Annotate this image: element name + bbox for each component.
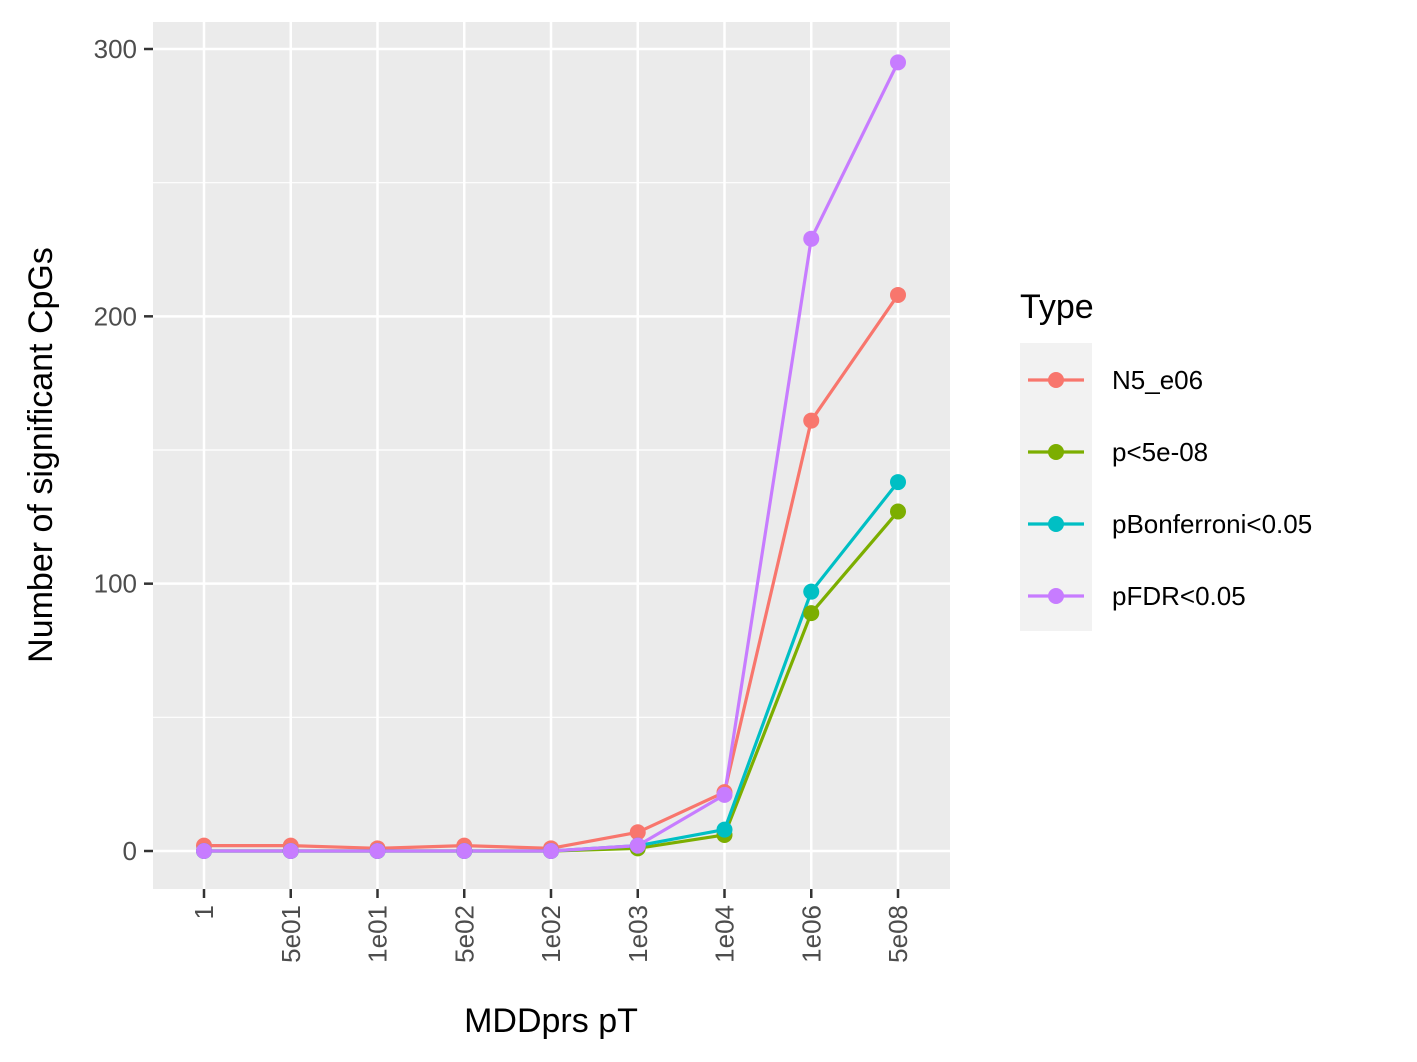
data-point	[543, 843, 559, 859]
x-tick-label: 1e04	[710, 905, 740, 963]
data-point	[716, 786, 733, 803]
x-axis-title: MDDprs pT	[464, 1002, 638, 1040]
data-point	[803, 583, 820, 600]
legend-key-point	[1048, 588, 1064, 604]
legend-label: N5_e06	[1112, 365, 1203, 395]
y-tick-label: 0	[123, 836, 137, 866]
data-point	[803, 412, 820, 429]
legend-key-background	[1020, 343, 1092, 631]
y-axis-title: Number of significant CpGs	[22, 247, 60, 663]
data-point	[890, 503, 906, 520]
legend-label: p<5e-08	[1112, 437, 1208, 467]
x-tick-label: 5e02	[449, 905, 479, 963]
data-point	[716, 821, 733, 838]
data-point	[629, 837, 646, 854]
y-axis: 0 100 200 300	[94, 34, 153, 866]
data-point	[196, 843, 212, 859]
x-tick-label: 1e06	[796, 905, 826, 963]
x-tick-label: 5e01	[276, 905, 306, 963]
data-point	[629, 824, 646, 841]
legend-title: Type	[1020, 288, 1094, 326]
legend-key-point	[1048, 444, 1064, 460]
x-tick-label: 1e03	[623, 905, 653, 963]
y-tick-label: 200	[94, 301, 137, 331]
data-point	[456, 843, 473, 859]
legend-label: pFDR<0.05	[1112, 581, 1246, 611]
major-gridlines	[153, 22, 950, 889]
data-point	[803, 230, 820, 247]
x-tick-label: 5e08	[883, 905, 913, 963]
x-tick-label: 1e01	[363, 905, 393, 963]
x-tick-label: 1	[189, 905, 219, 919]
legend-label: pBonferroni<0.05	[1112, 509, 1312, 539]
legend-key-point	[1048, 516, 1064, 532]
x-tick-label: 1e02	[536, 905, 566, 963]
y-tick-label: 300	[94, 34, 137, 64]
data-point	[890, 474, 906, 491]
data-point	[890, 54, 906, 71]
data-point	[803, 605, 820, 622]
legend: Type N5_e06 p<5e-08 pBonferroni<0.05 pFDR<0…	[1020, 288, 1312, 631]
legend-key-point	[1048, 372, 1064, 388]
data-point	[369, 843, 386, 859]
x-axis: 1 5e01 1e01 5e02 1e02 1e03 1e04 1e06 5e08	[189, 889, 913, 963]
data-point	[890, 286, 906, 303]
y-tick-label: 100	[94, 569, 137, 599]
series-points	[196, 54, 906, 859]
data-point	[282, 843, 299, 859]
